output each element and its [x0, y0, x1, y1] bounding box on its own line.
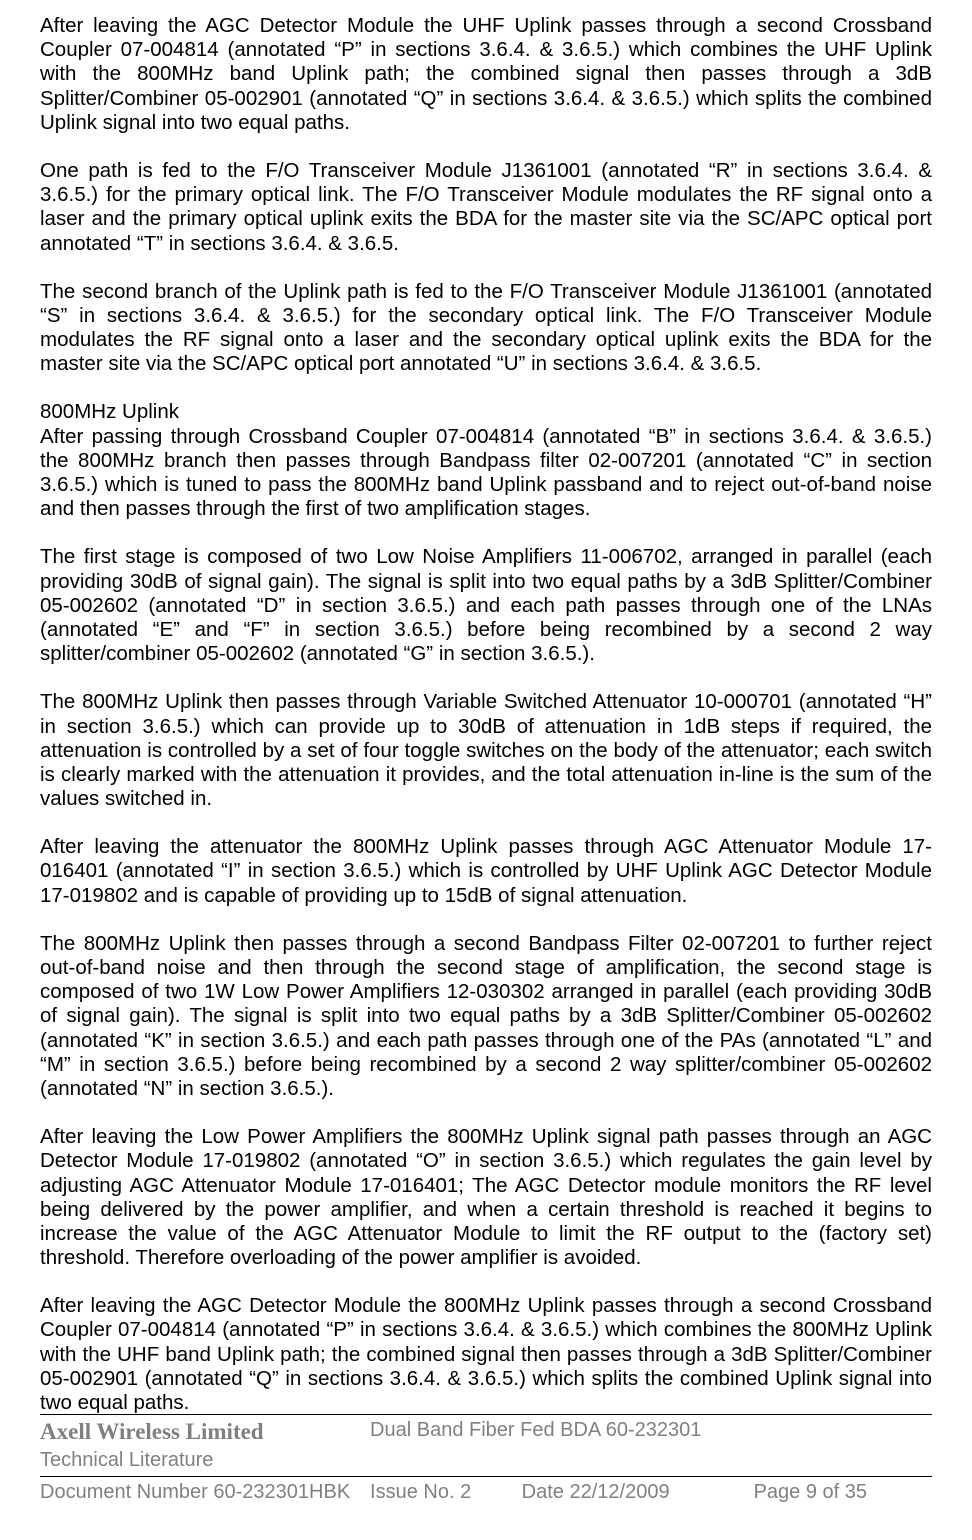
footer-date: Date 22/12/2009: [522, 1479, 754, 1506]
paragraph: After leaving the AGC Detector Module th…: [40, 1294, 932, 1415]
footer-literature: Technical Literature: [40, 1447, 370, 1474]
footer-table: Axell Wireless Limited Dual Band Fiber F…: [40, 1412, 932, 1506]
paragraph: One path is fed to the F/O Transceiver M…: [40, 159, 932, 256]
paragraph: After leaving the Low Power Amplifiers t…: [40, 1125, 932, 1270]
paragraph: After leaving the attenuator the 800MHz …: [40, 835, 932, 908]
footer-company: Axell Wireless Limited: [40, 1419, 264, 1444]
footer-page: Page 9 of 35: [754, 1479, 932, 1506]
footer-doc-number: Document Number 60-232301HBK: [40, 1479, 370, 1506]
paragraph: The second branch of the Uplink path is …: [40, 280, 932, 377]
paragraph: The 800MHz Uplink then passes through a …: [40, 932, 932, 1101]
footer-doc-title: Dual Band Fiber Fed BDA 60-232301: [370, 1419, 701, 1441]
paragraph: After passing through Crossband Coupler …: [40, 425, 932, 522]
section-heading-800mhz-uplink: 800MHz Uplink: [40, 400, 932, 424]
footer-issue: Issue No. 2: [370, 1479, 522, 1506]
page-footer: Axell Wireless Limited Dual Band Fiber F…: [40, 1412, 932, 1506]
paragraph: The first stage is composed of two Low N…: [40, 545, 932, 666]
paragraph: The 800MHz Uplink then passes through Va…: [40, 690, 932, 811]
paragraph: After leaving the AGC Detector Module th…: [40, 14, 932, 135]
page: After leaving the AGC Detector Module th…: [0, 0, 972, 1540]
